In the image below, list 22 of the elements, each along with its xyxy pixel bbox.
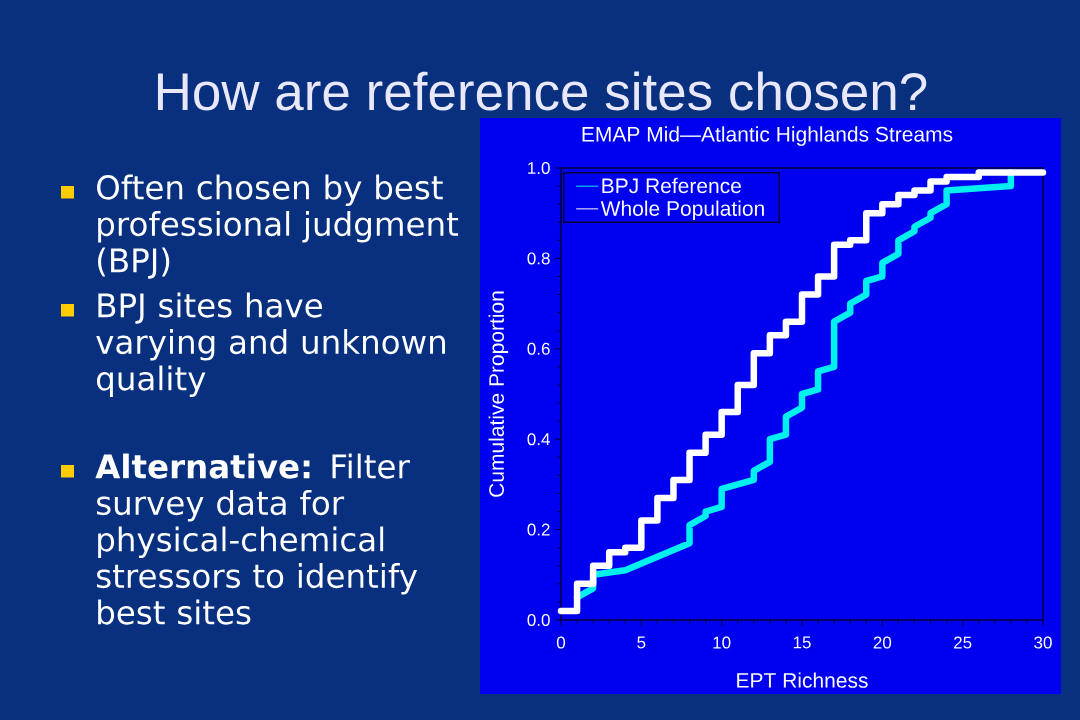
x-tick-label: 0 [556, 636, 566, 649]
x-tick-label: 25 [954, 636, 972, 649]
chart-subtitle: EMAP Mid—Atlantic Highlands Streams [582, 126, 953, 146]
chart-title: How are reference sites chosen? [157, 71, 927, 111]
y-tick-label: 0.4 [527, 433, 550, 446]
legend-label: Whole Population [600, 200, 764, 221]
x-tick-label: 5 [637, 636, 646, 649]
text: Alternative: Filter survey data for physical-chemical stressors to identify best sites [95, 453, 418, 625]
text: BPJ sites have varying and unknown quality [96, 292, 445, 397]
x-tick-label: 10 [713, 636, 731, 649]
text: Often chosen by best professional judgment (BPJ) [97, 174, 459, 279]
x-tick-label: 20 [873, 636, 892, 649]
x-tick-label: 30 [1034, 636, 1052, 649]
x-tick-label: 15 [793, 636, 811, 649]
y-tick-label: 1.0 [528, 161, 550, 175]
y-tick-label: 0.0 [527, 613, 550, 627]
x-axis-title: EPT Richness [737, 672, 868, 688]
y-tick-label: 0.2 [527, 523, 550, 536]
y-tick-label: 0.6 [527, 342, 550, 355]
y-axis-title: Cumulative Proportion [488, 291, 509, 497]
y-tick-label: 0.8 [527, 252, 550, 265]
legend-label: BPJ Reference [602, 177, 741, 194]
